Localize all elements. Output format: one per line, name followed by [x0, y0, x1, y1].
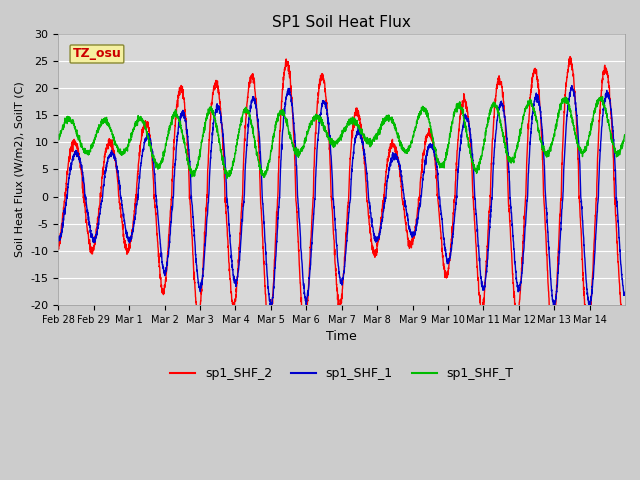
sp1_SHF_T	[54, 137, 62, 143]
sp1_SHF_T	[223, 175, 231, 181]
sp1_SHF_T	[171, 109, 179, 115]
sp1_SHF_2	[566, 54, 574, 60]
Title: SP1 Soil Heat Flux: SP1 Soil Heat Flux	[272, 15, 411, 30]
sp1_SHF_1	[171, 173, 179, 179]
sp1_SHF_1	[500, 115, 508, 120]
sp1_SHF_1	[534, 96, 542, 102]
Y-axis label: Soil Heat Flux (W/m2), SoilT (C): Soil Heat Flux (W/m2), SoilT (C)	[15, 82, 25, 257]
sp1_SHF_T	[465, 144, 472, 149]
sp1_SHF_T	[500, 139, 508, 145]
sp1_SHF_2	[621, 306, 629, 312]
Line: sp1_SHF_1: sp1_SHF_1	[58, 85, 625, 308]
sp1_SHF_2	[171, 134, 179, 140]
sp1_SHF_T	[621, 132, 629, 138]
sp1_SHF_1	[465, 116, 472, 121]
sp1_SHF_T	[598, 94, 606, 99]
sp1_SHF_2	[54, 243, 62, 249]
sp1_SHF_1	[621, 290, 629, 296]
sp1_SHF_2	[615, 274, 623, 280]
X-axis label: Time: Time	[326, 330, 357, 343]
sp1_SHF_2	[500, 110, 508, 116]
sp1_SHF_1	[415, 211, 422, 217]
sp1_SHF_1	[54, 238, 62, 244]
Text: TZ_osu: TZ_osu	[72, 48, 122, 60]
sp1_SHF_1	[615, 235, 623, 240]
Line: sp1_SHF_T: sp1_SHF_T	[58, 96, 625, 178]
Legend: sp1_SHF_2, sp1_SHF_1, sp1_SHF_T: sp1_SHF_2, sp1_SHF_1, sp1_SHF_T	[165, 362, 518, 385]
sp1_SHF_2	[465, 114, 472, 120]
sp1_SHF_1	[568, 83, 576, 88]
sp1_SHF_2	[549, 333, 557, 338]
sp1_SHF_2	[415, 202, 422, 208]
sp1_SHF_T	[615, 150, 623, 156]
sp1_SHF_T	[415, 112, 422, 118]
sp1_SHF_T	[535, 129, 543, 134]
sp1_SHF_2	[534, 81, 542, 87]
Line: sp1_SHF_2: sp1_SHF_2	[58, 57, 625, 336]
sp1_SHF_1	[550, 305, 558, 311]
